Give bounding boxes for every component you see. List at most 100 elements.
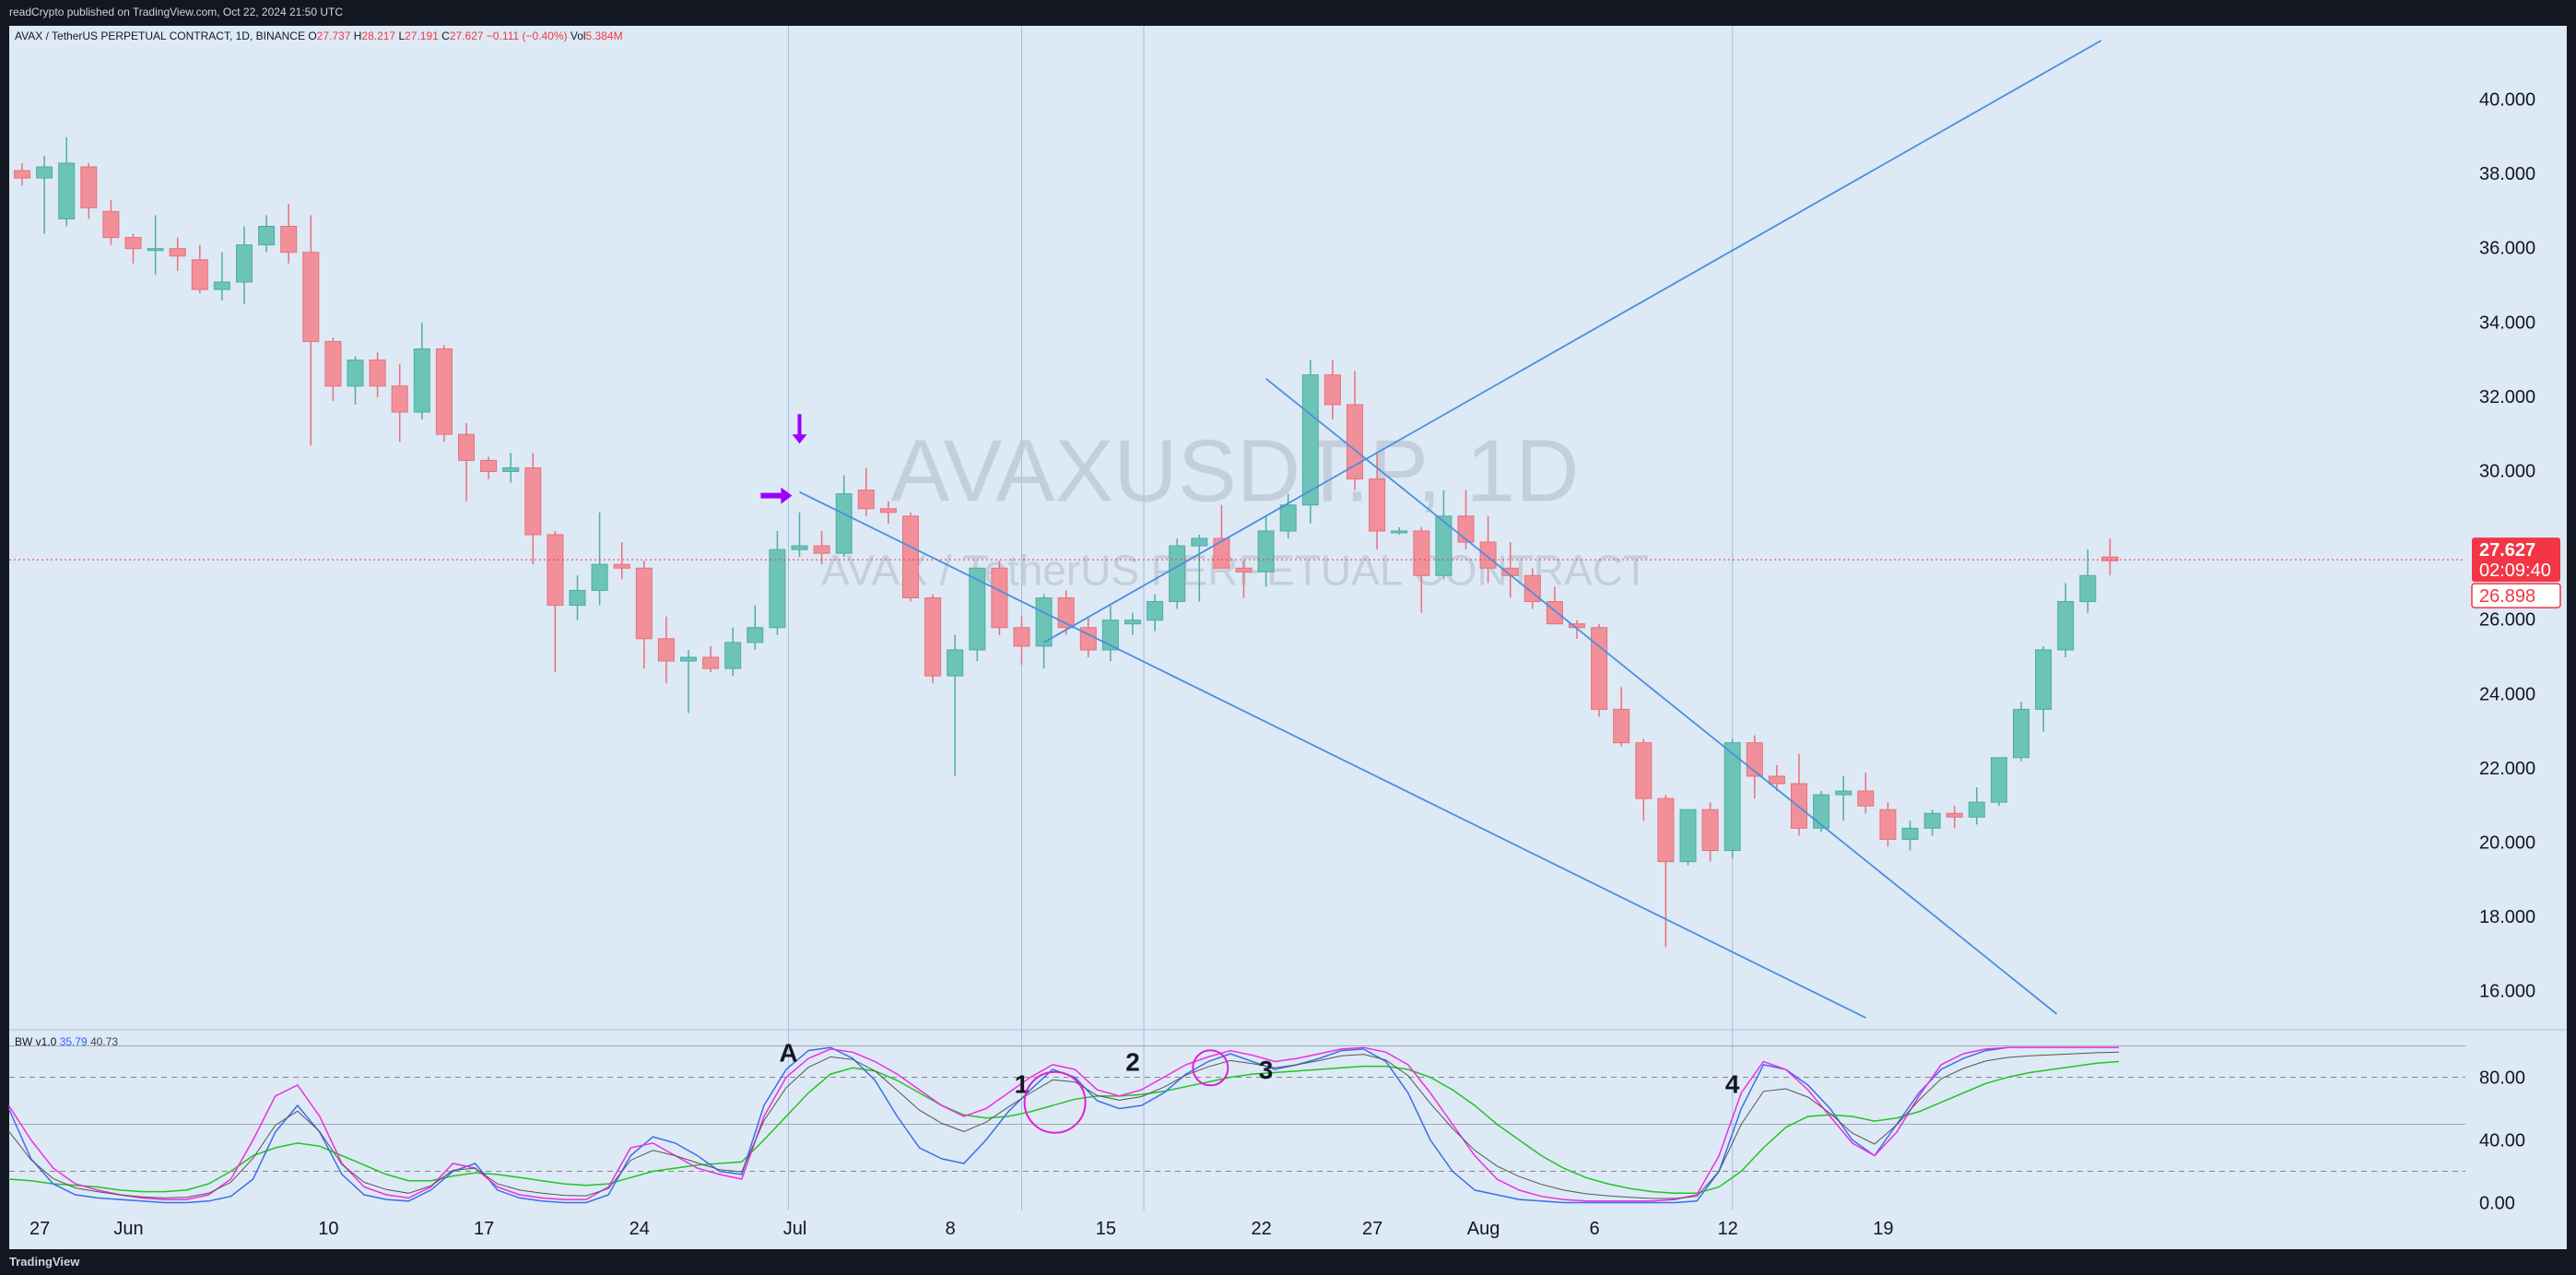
time-tick-label: 27 bbox=[1362, 1219, 1382, 1239]
candle-body bbox=[1946, 812, 1963, 818]
candle-body bbox=[991, 567, 1008, 629]
candle-body bbox=[902, 515, 919, 598]
indicator-magenta-line bbox=[7, 1046, 2119, 1202]
candle-body bbox=[1723, 742, 1741, 852]
candle-body bbox=[947, 649, 964, 677]
candle-body bbox=[1479, 541, 1497, 569]
indicator-tick-label: 0.00 bbox=[2479, 1194, 2515, 1214]
indicator-value-1: 35.79 bbox=[59, 1035, 88, 1048]
last-price-label: 27.627 bbox=[2479, 540, 2535, 561]
candle-body bbox=[1347, 404, 1363, 480]
low-value: 27.191 bbox=[405, 30, 439, 42]
candle-body bbox=[2079, 574, 2097, 603]
time-tick-label: 10 bbox=[318, 1219, 338, 1239]
chart-canvas[interactable]: 40.00038.00036.00034.00032.00030.00028.0… bbox=[0, 26, 2576, 1249]
candle-body bbox=[1013, 627, 1030, 647]
candle-body bbox=[36, 166, 53, 179]
price-tick-label: 20.000 bbox=[2479, 832, 2535, 853]
indicator-annotation: 2 bbox=[1125, 1048, 1140, 1077]
candle-body bbox=[1279, 504, 1297, 532]
price-tick-label: 34.000 bbox=[2479, 313, 2535, 333]
price-tick-label: 16.000 bbox=[2479, 982, 2535, 1002]
secondary-price-badge bbox=[2471, 583, 2561, 608]
candle-body bbox=[1679, 809, 1697, 863]
published-info: readCrypto published on TradingView.com,… bbox=[9, 6, 343, 18]
low-label: L bbox=[398, 30, 406, 42]
candle-body bbox=[2101, 556, 2119, 561]
candle-body bbox=[1657, 797, 1675, 863]
time-tick-label: 12 bbox=[1718, 1219, 1738, 1239]
last-price-badge bbox=[2472, 537, 2560, 583]
high-label: H bbox=[353, 30, 362, 42]
watermark-ticker: AVAXUSDT.P, 1D bbox=[891, 422, 1580, 521]
candle-body bbox=[80, 166, 98, 208]
time-tick-label: Jun bbox=[113, 1219, 143, 1239]
price-tick-label: 40.000 bbox=[2479, 89, 2535, 110]
bottom-bar: TradingView bbox=[0, 1249, 2576, 1275]
candle-body bbox=[680, 656, 697, 662]
candle-body bbox=[435, 348, 453, 435]
candle-body bbox=[502, 466, 520, 472]
candle-body bbox=[1301, 374, 1319, 506]
candle-body bbox=[14, 170, 30, 179]
candle-body bbox=[1613, 708, 1630, 744]
candle-body bbox=[1591, 627, 1608, 710]
candle-body bbox=[1391, 530, 1408, 534]
candle-body bbox=[1879, 809, 1897, 840]
candle-body bbox=[2057, 601, 2075, 651]
candle-body bbox=[1990, 757, 2007, 803]
price-tick-label: 18.000 bbox=[2479, 907, 2535, 927]
close-label: C bbox=[441, 30, 450, 42]
time-tick-label: Aug bbox=[1467, 1219, 1500, 1239]
candle-body bbox=[591, 563, 608, 591]
candle-body bbox=[635, 567, 653, 640]
candle-body bbox=[1701, 809, 1719, 852]
candle-body bbox=[369, 360, 386, 387]
candle-body bbox=[613, 563, 630, 569]
candle-body bbox=[1213, 537, 1230, 569]
candle-body bbox=[258, 225, 276, 246]
high-value: 28.217 bbox=[361, 30, 396, 42]
indicator-annotation: 4 bbox=[1725, 1070, 1740, 1099]
price-tick-label: 24.000 bbox=[2479, 684, 2535, 704]
indicator-annotation: A bbox=[779, 1039, 797, 1068]
down-arrow-marker bbox=[792, 414, 807, 444]
candle-body bbox=[1768, 775, 1785, 785]
open-value: 27.737 bbox=[316, 30, 351, 42]
time-tick-label: 19 bbox=[1873, 1219, 1893, 1239]
indicator-name: BW v1.0 bbox=[15, 1035, 57, 1048]
top-bar: readCrypto published on TradingView.com,… bbox=[0, 0, 2576, 26]
candle-body bbox=[58, 162, 76, 219]
candle-body bbox=[191, 259, 208, 290]
secondary-price-label: 26.898 bbox=[2479, 586, 2535, 607]
price-tick-label: 26.000 bbox=[2479, 610, 2535, 631]
candle-body bbox=[169, 248, 186, 257]
price-tick-label: 22.000 bbox=[2479, 759, 2535, 779]
candle-body bbox=[547, 534, 564, 607]
time-tick-label: 8 bbox=[946, 1219, 956, 1239]
indicator-gray-line bbox=[8, 1051, 2120, 1199]
price-tick-label: 32.000 bbox=[2479, 387, 2535, 407]
indicator-tick-label: 40.00 bbox=[2479, 1131, 2525, 1151]
candle-body bbox=[458, 433, 475, 461]
tradingview-logo: TradingView bbox=[9, 1255, 80, 1269]
candle-body bbox=[391, 385, 408, 413]
indicator-annotation: 3 bbox=[1259, 1056, 1274, 1084]
candle-body bbox=[1546, 601, 1563, 625]
indicator-annotation: 1 bbox=[1015, 1070, 1029, 1099]
countdown-label: 02:09:40 bbox=[2479, 561, 2551, 581]
candle-body bbox=[702, 656, 720, 669]
candle-body bbox=[857, 490, 875, 510]
candle-body bbox=[1923, 812, 1941, 829]
trendline bbox=[799, 490, 1866, 1019]
candle-body bbox=[1635, 742, 1653, 799]
time-axis-bg bbox=[9, 1210, 2567, 1249]
candle-body bbox=[302, 252, 320, 342]
volume-value: 5.384M bbox=[585, 30, 623, 42]
price-tick-label: 36.000 bbox=[2479, 239, 2535, 259]
candle-body bbox=[1435, 515, 1453, 576]
time-tick-label: 15 bbox=[1096, 1219, 1116, 1239]
price-tick-label: 38.000 bbox=[2479, 164, 2535, 184]
indicator-legend: BW v1.0 35.79 40.73 bbox=[15, 1035, 118, 1048]
candle-body bbox=[569, 589, 586, 607]
